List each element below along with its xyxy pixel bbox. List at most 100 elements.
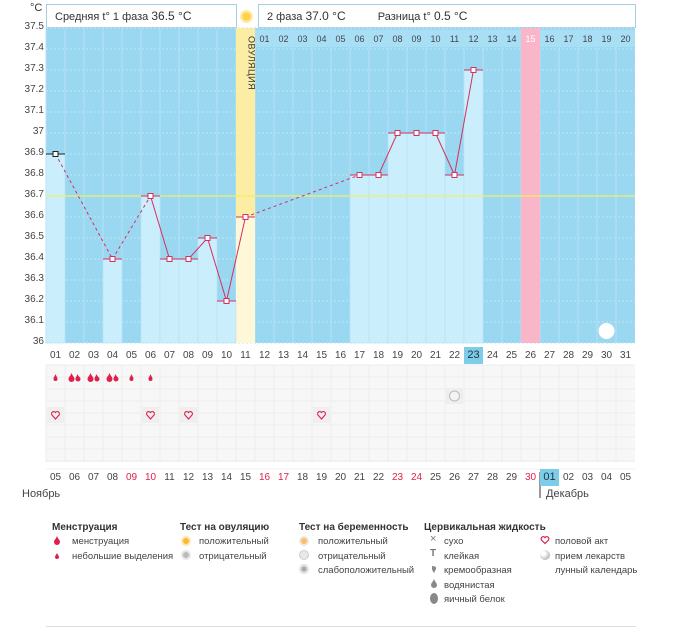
cervical-eggwhite-icon [430,593,438,604]
menstruation-drop [75,374,81,382]
top-day-label: 08 [392,34,403,44]
top-day-label: 20 [620,34,631,44]
top-day-label: 09 [411,34,422,44]
menstruation-drop [68,373,75,382]
legend-cervical-creamy: кремообразная [444,565,512,576]
calendar-date-label: 03 [581,472,594,483]
temp-bar [444,174,465,344]
diff-value: 0.5 °C [433,9,468,23]
legend-pregnancy-title: Тест на беременность [299,522,409,533]
heart-icon [146,411,155,420]
heart-icon [51,411,60,420]
calendar-date-label: 22 [372,472,385,483]
calendar-date-label: 05 [619,472,632,483]
heart-cell [142,407,159,423]
pregnancy-test-icon [449,390,460,402]
month-december: Декабрь [546,488,589,500]
calendar-date-label: 27 [467,472,480,483]
temp-bar [368,174,389,344]
y-tick-label: 37.3 [24,63,44,74]
top-day-label: 13 [487,34,498,44]
menstruation-light-icon [55,553,59,559]
temp-bar [349,174,370,344]
temp-bar [178,258,199,344]
pregnancy-weak-icon [299,564,309,574]
temp-point [185,256,192,262]
temp-point [432,130,439,136]
calendar-date-label: 09 [125,472,138,483]
phase1-label: Средняя t° 1 фаза [55,11,149,23]
cervical-creamy-icon [432,566,437,573]
calendar-date-label: 30 [524,472,537,483]
temp-bar [425,132,446,344]
calendar-date-label: 17 [277,472,290,483]
ovulation-positive-icon [181,536,191,546]
calendar-date-label: 15 [239,472,252,483]
temp-point [413,130,420,136]
pink-column [521,28,540,343]
heart-icon [184,411,193,420]
calendar-date-label: 14 [220,472,233,483]
temp-point [375,172,382,178]
cycle-day-label: 16 [334,350,347,361]
temp-bar [463,69,484,344]
ovulation-label: ОВУЛЯЦИЯ [247,36,257,90]
temp-point [204,235,211,241]
cycle-day-label: 29 [581,350,594,361]
sun-icon [240,10,253,23]
phase1-value: 36.5 °C [151,9,192,23]
phase1-info: Средняя t° 1 фаза 36.5 °C [46,4,237,28]
legend-cervical-dry: сухо [444,536,464,547]
cervical-dry-icon: × [430,533,437,545]
cycle-day-label: 08 [182,350,195,361]
cycle-day-label: 24 [486,350,499,361]
cycle-day-label: 19 [391,350,404,361]
plot-background [46,28,635,343]
temp-bar [197,237,218,344]
heart-cell [313,407,330,423]
cycle-day-label: 17 [353,350,366,361]
temp-bar [387,132,408,344]
calendar-date-label: 20 [334,472,347,483]
y-tick-label: 36.7 [24,189,44,200]
legend-intercourse: половой акт [555,536,609,547]
diff-label: Разница t° [377,11,431,23]
top-day-label: 01 [259,34,270,44]
top-day-label: 06 [354,34,365,44]
y-tick-label: 36.4 [24,252,44,263]
temp-segment [188,237,208,260]
menstruation-drop [106,373,113,382]
pill-icon [540,550,550,560]
legend-medication: прием лекарств [555,551,626,562]
y-tick-label: 36.8 [24,168,44,179]
temp-segment [435,132,455,176]
y-tick-label: 36.5 [24,231,44,242]
y-tick-label: 36.6 [24,210,44,221]
y-tick-label: 37.4 [24,42,44,53]
calendar-date-label: 05 [49,472,62,483]
bottom-divider [46,626,636,627]
legend-ovulation-positive: положительный [199,536,269,547]
cycle-day-label: 10 [220,350,233,361]
temp-point [223,298,230,304]
y-tick-label: 36.3 [24,273,44,284]
cervical-sticky-icon: T [430,548,437,559]
cycle-day-label: 12 [258,350,271,361]
y-tick-label: 36.2 [24,294,44,305]
cycle-day-label: 27 [543,350,556,361]
pregnancy-positive-icon [299,536,309,546]
legend-pregnancy-weak: слабоположительный [318,565,415,576]
temp-segment [150,195,170,260]
cycle-day-label: 11 [240,350,251,361]
calendar-date-label: 08 [106,472,119,483]
calendar-date-label: 07 [87,472,100,483]
pregnancy-negative-icon [299,550,309,560]
legend-cervical-eggwhite: яичный белок [444,594,505,605]
temp-segment [454,69,474,176]
cycle-day-label: 22 [448,350,461,361]
y-tick-label: 36.1 [24,315,44,326]
temp-point [52,151,59,157]
top-day-label: 11 [449,34,460,44]
y-tick-label: 37.5 [24,21,44,32]
calendar-date-label: 13 [201,472,214,483]
